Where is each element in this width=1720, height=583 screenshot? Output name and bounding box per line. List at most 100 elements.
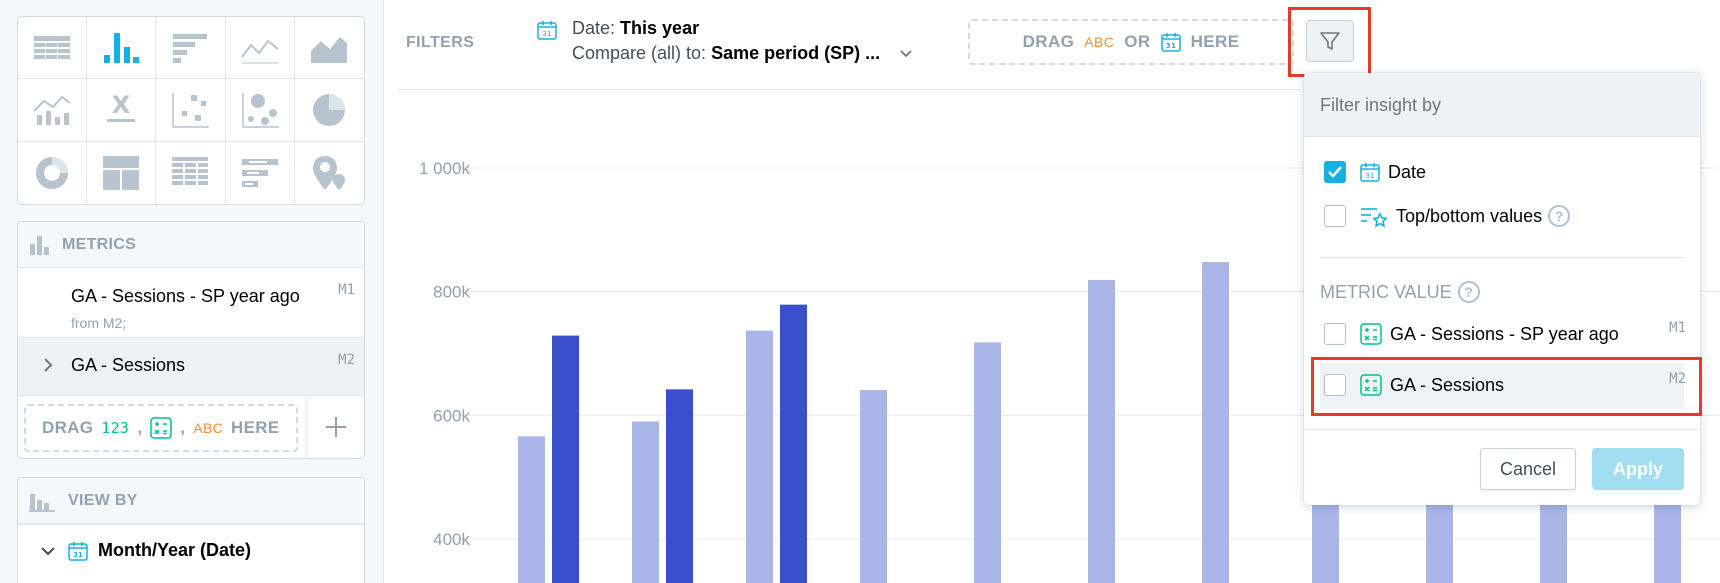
help-icon[interactable]: ? [1457,281,1480,303]
table-icon[interactable] [18,17,88,80]
option-top-bottom[interactable]: Top/bottom values ? [1324,205,1571,227]
filters-label: FILTERS [406,34,475,51]
highlight-frame [1311,357,1702,416]
metric-id: M2 [338,352,355,368]
bar-sp-year-ago[interactable] [860,389,887,583]
date-filter[interactable]: 31 Date: This year Compare (all) to: Sam… [537,16,913,66]
area-chart-icon[interactable] [294,17,364,80]
compare-value: Same period (SP) ... [711,43,881,63]
option-metric-m1[interactable]: GA - Sessions - SP year ago [1324,323,1619,345]
svg-text:31: 31 [543,30,552,38]
treemap-icon[interactable] [87,141,157,204]
bar-sp-year-ago[interactable] [1654,500,1681,583]
geo-chart-icon[interactable] [295,142,364,204]
chevron-right-icon[interactable] [42,357,54,373]
help-icon[interactable]: ? [1548,205,1571,227]
combo-chart-icon[interactable] [18,79,88,142]
metric-id: M1 [1669,320,1686,336]
option-label: GA - Sessions - SP year ago [1390,323,1619,344]
chevron-down-icon[interactable] [899,49,913,59]
bubble-chart-icon[interactable] [225,79,295,142]
view-by-header: VIEW BY [18,478,364,524]
svg-text:31: 31 [1366,172,1375,180]
option-label: Top/bottom values [1396,205,1543,226]
column-chart-icon[interactable] [87,17,157,80]
view-by-chart-icon [29,493,55,512]
metrics-bar-icon [30,235,49,255]
view-by-label: Month/Year (Date) [98,540,252,560]
y-tick-label: 600k [433,406,470,425]
headline-icon[interactable]: X [87,79,157,142]
view-by-section: VIEW BY 31 Month/Year (Date) [17,477,365,583]
bar-sessions[interactable] [780,304,807,583]
metric-m2-checkbox[interactable] [1324,374,1346,396]
top-bottom-checkbox[interactable] [1324,205,1346,227]
text-type-label: ABC [1084,34,1115,50]
metric-name: GA - Sessions [71,355,186,375]
visualization-picker: X [17,16,365,205]
metrics-title: METRICS [62,235,137,253]
chevron-down-icon[interactable] [40,545,56,557]
calculated-metric-icon [1360,374,1382,396]
highlight-frame [1288,7,1371,77]
bar-sp-year-ago[interactable] [1312,500,1339,583]
here-label: HERE [1190,32,1240,51]
cancel-button[interactable]: Cancel [1480,448,1576,490]
left-panel: X METRICS GA - [0,0,384,583]
metric-name: GA - Sessions - SP year ago [71,286,300,306]
metrics-header: METRICS [18,222,364,268]
bar-sp-year-ago[interactable] [1540,500,1567,583]
view-by-title: VIEW BY [68,491,138,509]
pie-chart-icon[interactable] [294,79,364,142]
calendar-icon: 31 [1160,33,1181,52]
separator: , [137,418,143,437]
add-metric-button[interactable] [306,396,364,458]
option-label: GA - Sessions [1390,374,1505,395]
option-date[interactable]: 31 Date [1324,161,1426,183]
metrics-drop-zone[interactable]: DRAG 123 , , ABC HERE [24,404,298,452]
view-by-item-date[interactable]: 31 Month/Year (Date) [18,524,364,576]
metric-item-m2[interactable]: GA - Sessions M2 [18,338,364,396]
svg-text:X: X [112,91,131,119]
bar-sp-year-ago[interactable] [1426,500,1453,583]
here-label: HERE [231,418,280,437]
drag-label: DRAG [42,418,94,437]
metric-id: M2 [1669,371,1686,387]
line-chart-icon[interactable] [225,17,295,80]
metric-value-section: METRIC VALUE ? [1320,281,1480,303]
filter-insight-popover: Filter insight by 31 Date Top/bottom val… [1304,73,1700,505]
bar-chart-icon[interactable] [156,17,226,80]
chart-divider [396,89,1300,90]
calendar-icon: 31 [68,541,88,561]
calendar-icon: 31 [1360,163,1380,182]
metric-item-m1[interactable]: GA - Sessions - SP year ago from M2; M1 [18,268,364,338]
bar-sp-year-ago[interactable] [1202,261,1229,583]
metric-id: M1 [338,282,355,298]
scatter-plot-icon[interactable] [156,79,226,142]
filter-drop-zone[interactable]: DRAG ABC OR 31 HERE [968,19,1294,65]
date-filter-text: Date: This year Compare (all) to: Same p… [537,16,913,66]
bar-sp-year-ago[interactable] [746,330,773,583]
bar-sp-year-ago[interactable] [632,421,659,583]
bar-sessions[interactable] [666,389,693,583]
ranking-filter-icon [1361,208,1388,227]
bar-sp-year-ago[interactable] [974,342,1001,583]
bar-sp-year-ago[interactable] [1088,279,1115,583]
option-metric-m2[interactable]: GA - Sessions [1324,374,1504,396]
or-label: OR [1124,32,1151,51]
metric-m1-checkbox[interactable] [1324,323,1346,345]
popover-title: Filter insight by [1304,73,1700,137]
bar-sp-year-ago[interactable] [518,436,545,583]
filter-insight-button[interactable] [1306,20,1354,62]
svg-text:31: 31 [73,551,83,559]
donut-chart-icon[interactable] [18,141,88,204]
heatmap-icon[interactable] [156,141,226,204]
metrics-drop-row: DRAG 123 , , ABC HERE [18,396,364,458]
apply-button[interactable]: Apply [1592,448,1684,490]
date-checkbox[interactable] [1324,161,1346,183]
bar-sessions[interactable] [552,335,579,583]
y-tick-label: 400k [433,530,470,549]
bullet-chart-icon[interactable] [226,141,295,204]
text-type-label: ABC [193,420,224,436]
option-label: Date [1388,161,1427,182]
